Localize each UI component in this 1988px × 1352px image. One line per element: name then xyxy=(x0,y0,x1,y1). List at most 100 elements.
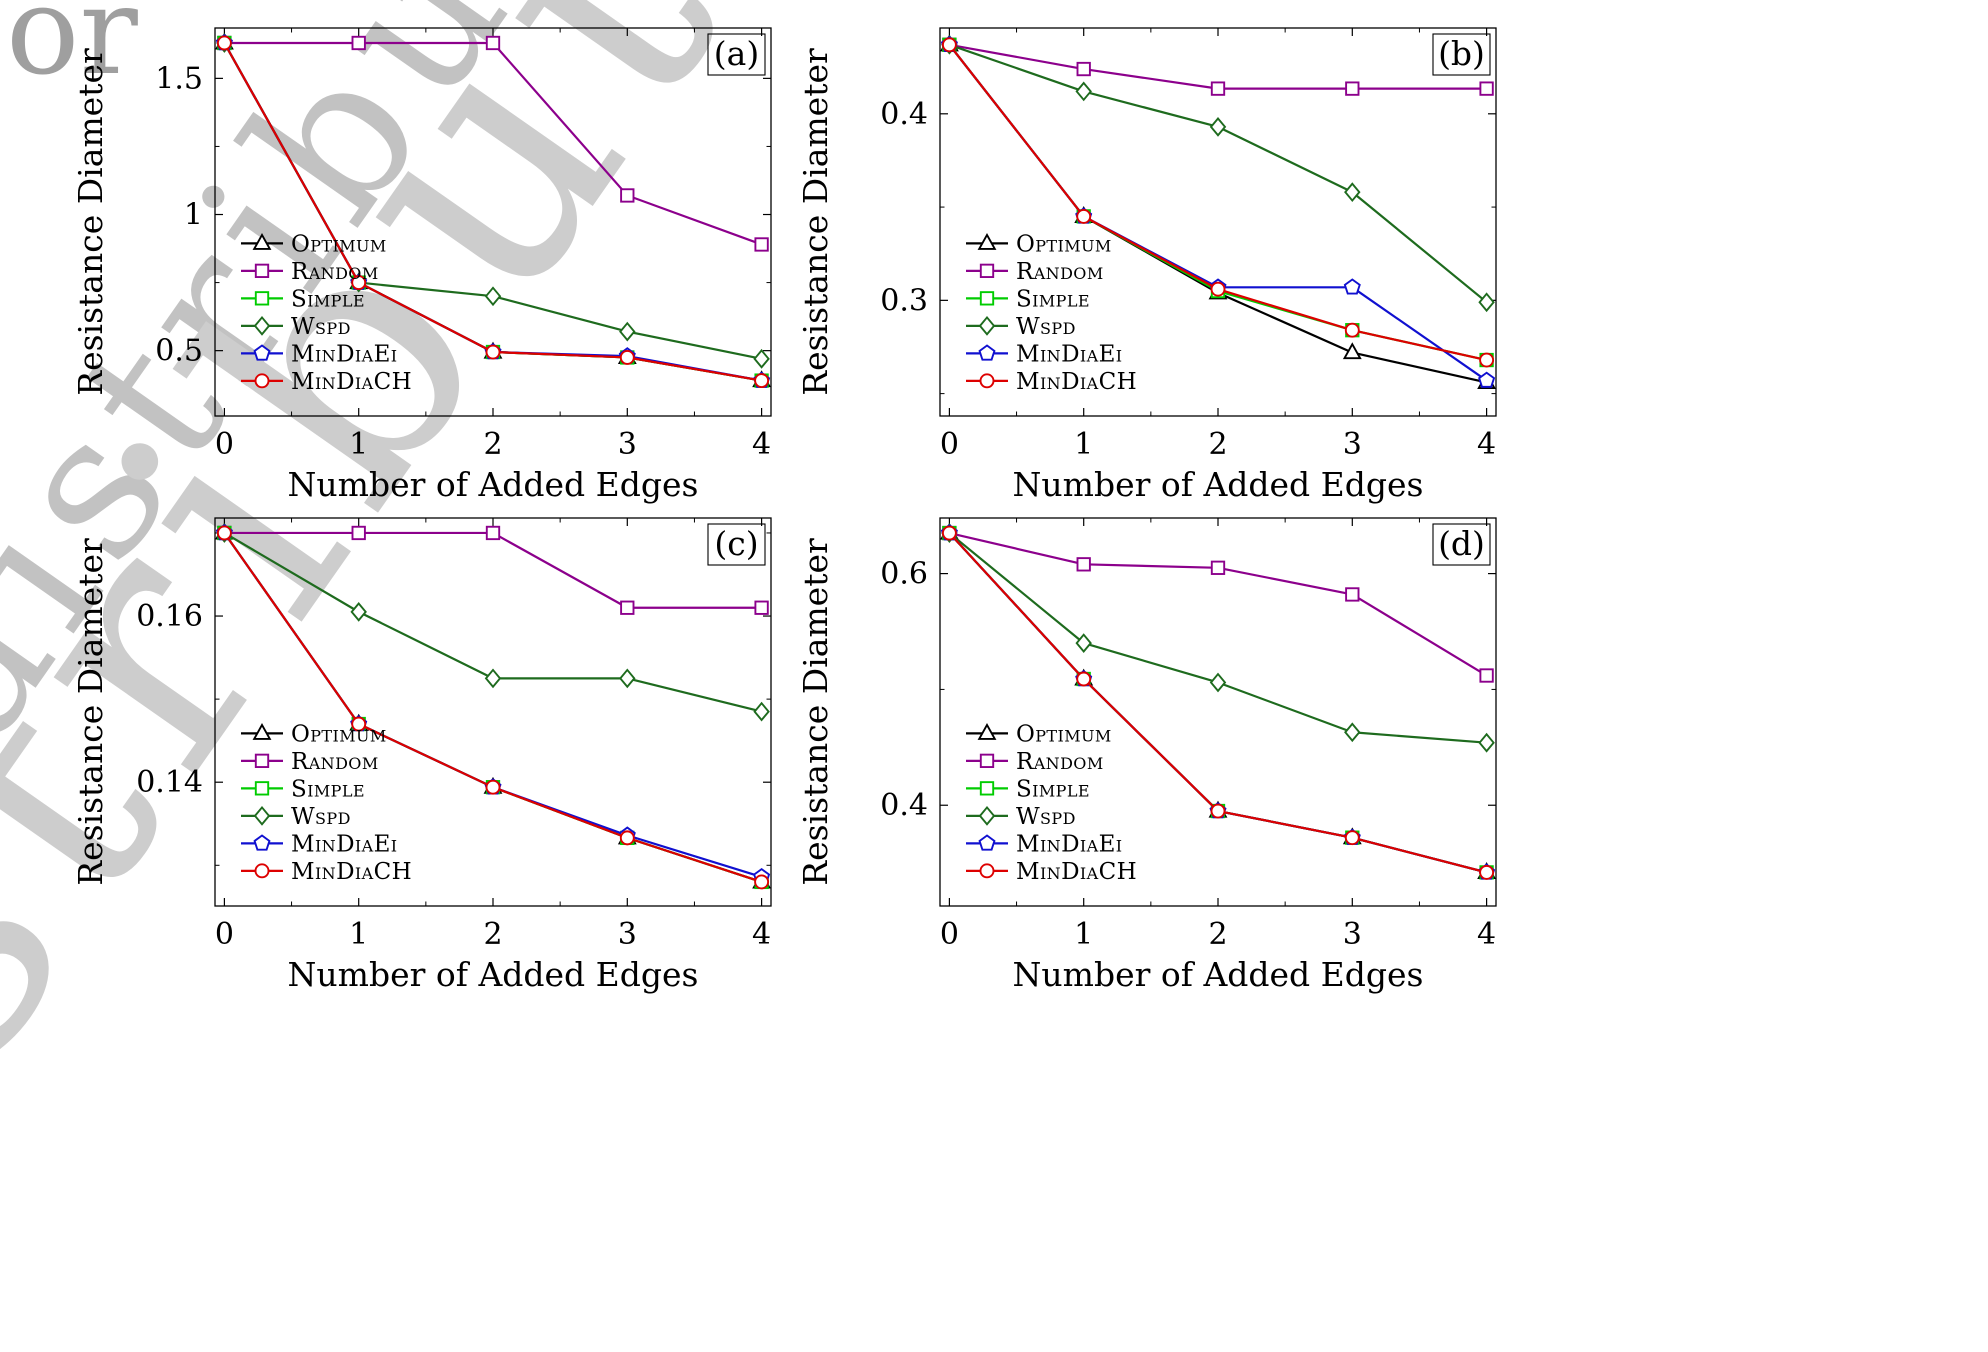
series-mindiach xyxy=(216,525,770,890)
x-tick-label: 3 xyxy=(618,917,637,952)
triangle-marker xyxy=(1342,342,1362,360)
panel-label-box xyxy=(1432,523,1491,566)
chart-panel-d: 0 1 2 3 4 0.4 0.6 Number of Added Edges Resistan… xyxy=(796,517,1497,994)
circle-marker xyxy=(1210,281,1226,297)
square-marker xyxy=(1345,81,1360,96)
series-line-random xyxy=(224,41,762,246)
x-tick-label: 3 xyxy=(1343,427,1362,462)
square-marker xyxy=(754,237,769,252)
y-axis-title: Resistance Diameter xyxy=(71,48,110,396)
diamond-marker xyxy=(753,701,770,722)
triangle-marker xyxy=(252,232,272,250)
x-tick-label: 4 xyxy=(752,917,771,952)
x-tick-label: 1 xyxy=(349,427,368,462)
diamond-marker xyxy=(978,805,996,826)
legend-label: Optimum xyxy=(1016,231,1112,257)
square-marker xyxy=(1210,560,1226,575)
x-tick-label: 4 xyxy=(752,427,771,462)
square-marker xyxy=(979,781,995,796)
square-marker xyxy=(1076,61,1091,77)
diamond-marker xyxy=(1075,81,1092,102)
legend-item-wspd: Wspd xyxy=(966,314,1076,340)
x-tick-label: 2 xyxy=(483,917,502,952)
pentagon-marker xyxy=(1478,371,1496,388)
series-mindiach xyxy=(941,525,1495,880)
square-marker xyxy=(254,291,270,306)
x-tick-label: 1 xyxy=(1074,917,1093,952)
chart-panel-a: 0 1 2 3 4 0.5 1 1.5 Number of Added Edges Resista… xyxy=(71,27,772,504)
y-axis-title: Resistance Diameter xyxy=(796,48,835,396)
panel-label-box xyxy=(707,523,766,566)
y-tick-label: 0.4 xyxy=(880,788,928,823)
square-marker xyxy=(254,753,270,768)
legend-item-optimum: Optimum xyxy=(241,721,387,747)
x-tick-label: 0 xyxy=(215,427,234,462)
series-mindiach xyxy=(941,37,1495,368)
legend-item-mindiaei: MinDiaEi xyxy=(966,341,1123,367)
circle-marker xyxy=(254,373,270,389)
circle-marker xyxy=(1344,830,1360,846)
legend-label: MinDiaCH xyxy=(291,859,412,885)
square-marker xyxy=(1345,587,1360,602)
legend-item-simple: Simple xyxy=(966,776,1090,802)
legend-label: Wspd xyxy=(1016,314,1076,340)
legend-label: MinDiaEi xyxy=(1016,831,1123,857)
square-marker xyxy=(1076,557,1091,572)
x-tick-label: 2 xyxy=(1208,917,1227,952)
diamond-marker xyxy=(350,602,367,622)
x-axis-title: Number of Added Edges xyxy=(1013,465,1424,504)
y-tick-label: 0.3 xyxy=(880,283,928,318)
diamond-marker xyxy=(484,668,502,689)
diamond-marker xyxy=(1478,292,1495,313)
x-tick-label: 2 xyxy=(1208,427,1227,462)
square-marker xyxy=(351,525,366,541)
legend-label: Random xyxy=(1016,259,1104,285)
legend-label: MinDiaEi xyxy=(291,831,398,857)
legend-label: MinDiaEi xyxy=(291,341,398,367)
legend-item-random: Random xyxy=(241,749,378,775)
panel-label: (b) xyxy=(1438,34,1485,73)
panel-label: (d) xyxy=(1438,524,1485,563)
diamond-marker xyxy=(1209,116,1227,137)
series-wspd xyxy=(941,523,1495,753)
legend-item-wspd: Wspd xyxy=(966,804,1076,830)
y-tick-label: 0.5 xyxy=(155,334,203,369)
legend-label: Wspd xyxy=(1016,804,1076,830)
circle-marker xyxy=(1479,352,1495,368)
x-axis-title: Number of Added Edges xyxy=(1013,955,1424,994)
diamond-marker xyxy=(978,315,996,336)
pentagon-marker xyxy=(978,344,996,361)
triangle-marker xyxy=(977,232,997,250)
legend-label: Optimum xyxy=(291,721,387,747)
circle-marker xyxy=(619,350,635,365)
legend-label: MinDiaEi xyxy=(1016,341,1123,367)
square-marker xyxy=(1479,81,1494,96)
panel-label-box xyxy=(1432,33,1491,76)
panel-label-box xyxy=(707,33,766,76)
chart-panel-b: 0 1 2 3 4 0.3 0.4 Number of Added Edges Resistan… xyxy=(796,27,1497,504)
circle-marker xyxy=(351,716,367,732)
square-marker xyxy=(979,291,995,306)
legend-label: Optimum xyxy=(1016,721,1112,747)
square-marker xyxy=(1479,668,1494,683)
series-random xyxy=(217,525,769,615)
square-marker xyxy=(620,600,635,615)
square-marker xyxy=(485,525,501,541)
x-tick-label: 0 xyxy=(940,917,959,952)
circle-marker xyxy=(979,863,995,879)
diamond-marker xyxy=(1478,732,1495,753)
square-marker xyxy=(754,600,769,615)
y-tick-label: 0.16 xyxy=(136,599,203,634)
diamond-marker xyxy=(619,321,636,342)
diamond-marker xyxy=(253,315,271,336)
legend-item-random: Random xyxy=(966,749,1103,775)
legend-label: MinDiaCH xyxy=(1016,859,1137,885)
square-marker xyxy=(351,35,366,51)
circle-marker xyxy=(754,874,770,890)
circle-marker xyxy=(1344,322,1360,338)
circle-marker xyxy=(1076,671,1092,687)
y-tick-label: 0.4 xyxy=(880,97,928,132)
circle-marker xyxy=(1479,864,1495,880)
legend-item-random: Random xyxy=(966,259,1104,285)
y-tick-label: 1 xyxy=(184,198,203,233)
